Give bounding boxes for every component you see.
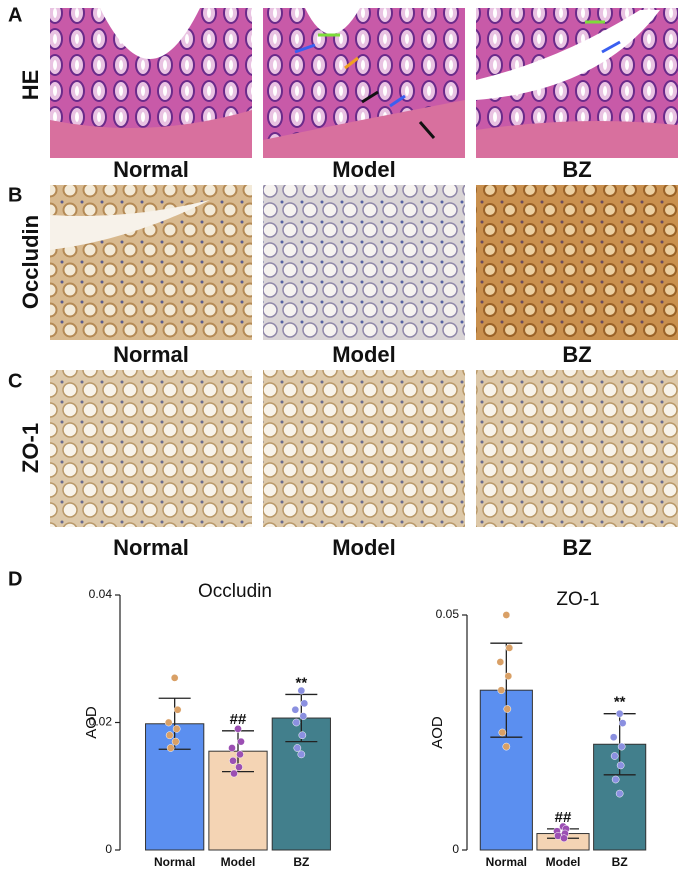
column-label: Normal — [113, 342, 189, 367]
x-tick-label: Normal — [154, 855, 195, 869]
arrow — [344, 56, 359, 70]
data-point — [496, 658, 505, 666]
column-label: BZ — [562, 535, 591, 560]
column-label: Model — [332, 535, 396, 560]
data-point — [615, 709, 624, 718]
x-tick-label: Model — [221, 855, 256, 869]
data-point — [498, 728, 507, 737]
data-point — [611, 775, 620, 784]
data-point — [291, 705, 300, 714]
muscle-layer — [476, 121, 678, 158]
panel-label: D — [8, 568, 22, 590]
row-label: ZO-1 — [18, 423, 43, 473]
data-point — [165, 731, 174, 740]
data-point — [237, 737, 245, 746]
lumen — [305, 8, 360, 34]
data-point — [617, 742, 626, 751]
data-point — [615, 789, 624, 798]
chart-title: Occludin — [198, 581, 272, 602]
data-point — [502, 611, 511, 619]
muscle-layer — [263, 100, 465, 158]
error-bar — [490, 642, 523, 738]
y-tick-label: 0 — [452, 842, 459, 856]
data-point — [292, 718, 301, 727]
x-tick-label: BZ — [293, 855, 309, 869]
row-label: HE — [18, 70, 43, 101]
column-label: BZ — [562, 157, 591, 182]
data-point — [503, 705, 512, 713]
data-point — [234, 725, 242, 733]
data-point — [297, 686, 306, 695]
y-tick-label: 0.04 — [89, 587, 113, 601]
zo1-bz-image — [476, 370, 678, 527]
data-point — [236, 750, 244, 759]
significance-label: ## — [555, 809, 572, 826]
arrow — [389, 94, 406, 108]
significance-label: ## — [230, 711, 247, 728]
significance-label: ** — [295, 674, 307, 691]
data-point — [293, 744, 302, 752]
data-point — [173, 705, 182, 714]
occludin-model-image — [263, 185, 465, 340]
panel-label: B — [8, 184, 22, 206]
y-axis-label: AOD — [429, 716, 446, 749]
data-point — [229, 756, 237, 765]
y-axis-label: AOD — [83, 706, 100, 739]
data-point — [504, 672, 513, 680]
data-point — [230, 769, 238, 778]
zo1-normal-image — [50, 370, 252, 527]
data-point — [618, 719, 627, 727]
data-point — [172, 725, 181, 733]
muscle-layer — [50, 110, 252, 158]
column-label: Normal — [113, 157, 189, 182]
data-point — [300, 699, 309, 708]
significance-label: ** — [614, 694, 626, 711]
lumen — [50, 200, 210, 250]
data-point — [297, 750, 306, 759]
x-tick-label: BZ — [612, 855, 628, 869]
x-tick-label: Model — [546, 855, 581, 869]
arrow — [294, 43, 316, 54]
data-point — [610, 752, 619, 760]
lumen — [100, 8, 200, 59]
data-point — [609, 733, 618, 742]
x-tick-label: Normal — [486, 855, 527, 869]
micrographs — [50, 8, 678, 527]
data-point — [171, 737, 180, 746]
arrow — [601, 40, 621, 54]
arrow — [361, 90, 379, 104]
data-point — [166, 744, 175, 752]
arrows — [294, 20, 621, 139]
y-tick-label: 0 — [105, 842, 112, 856]
data-point — [235, 763, 243, 771]
data-point — [560, 834, 568, 843]
lumen — [476, 10, 660, 100]
panel-label: C — [8, 370, 22, 392]
data-point — [298, 731, 307, 740]
column-label: Model — [332, 157, 396, 182]
arrow — [418, 121, 436, 139]
column-label: BZ — [562, 342, 591, 367]
data-point — [616, 761, 625, 770]
y-tick-label: 0.05 — [436, 607, 460, 621]
data-point — [170, 674, 179, 682]
row-label: Occludin — [18, 215, 43, 309]
occludin-bz-image — [476, 185, 678, 340]
column-label: Model — [332, 342, 396, 367]
column-label: Normal — [113, 535, 189, 560]
zo1-model-image — [263, 370, 465, 527]
occludin-normal-image — [50, 185, 252, 340]
data-point — [228, 744, 236, 752]
y-tick-label: 0.02 — [89, 715, 113, 729]
data-point — [502, 742, 511, 751]
data-point — [164, 718, 173, 727]
panel-label: A — [8, 4, 22, 26]
data-point — [497, 686, 506, 695]
data-point — [505, 644, 514, 652]
chart-title: ZO-1 — [556, 589, 599, 610]
data-point — [299, 712, 308, 720]
